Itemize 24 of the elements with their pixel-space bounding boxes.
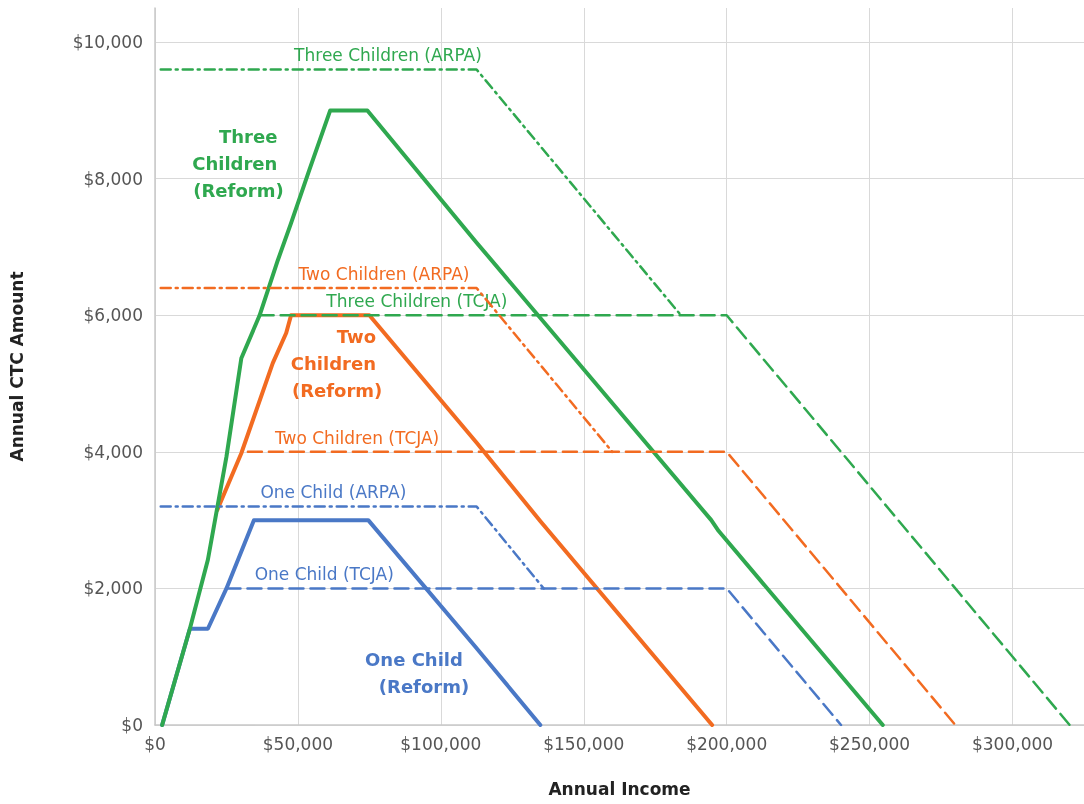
x-tick-label: $200,000: [686, 733, 768, 754]
annotation: One Child (Reform): [365, 649, 470, 698]
x-tick-label: $250,000: [829, 733, 911, 754]
annotation: Two Children (Reform): [290, 326, 383, 402]
annotation: Two Children (TCJA): [273, 427, 440, 448]
y-tick-label: $2,000: [83, 578, 143, 599]
x-tick-label: $300,000: [971, 733, 1054, 754]
x-tick-label: $0: [144, 733, 166, 754]
y-tick-label: $4,000: [83, 441, 143, 462]
y-tick-label: $6,000: [83, 305, 143, 326]
x-tick-label: $150,000: [543, 733, 625, 754]
annotation: Three Children (ARPA): [293, 45, 482, 66]
annotation: Three Children (Reform): [192, 125, 284, 201]
annotation: One Child (ARPA): [260, 482, 407, 503]
y-tick-label: $0: [121, 715, 143, 735]
annotation: Three Children (TCJA): [325, 291, 508, 312]
annotation: One Child (TCJA): [254, 564, 394, 585]
x-axis-title: Annual Income: [548, 778, 691, 799]
x-tick-label: $50,000: [262, 733, 334, 754]
x-tick-label: $100,000: [400, 733, 482, 754]
y-axis-title: Annual CTC Amount: [6, 271, 27, 462]
annotation: Two Children (ARPA): [297, 263, 470, 284]
y-tick-label: $8,000: [83, 168, 143, 189]
y-tick-label: $10,000: [72, 32, 143, 53]
